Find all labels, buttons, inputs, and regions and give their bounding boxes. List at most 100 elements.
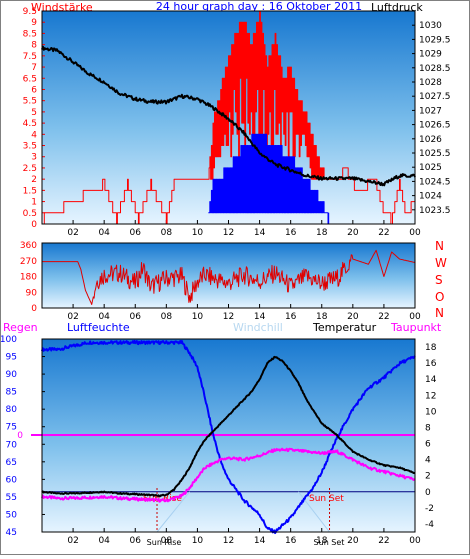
- wind-y-tick-label: 1.5: [23, 186, 37, 196]
- temp-x-tick-label: 12: [223, 536, 234, 546]
- temperature-y-tick-label: -4: [425, 520, 434, 530]
- wind-y-tick-label: 0.5: [23, 209, 37, 219]
- wind-y-tick-label: 3: [31, 153, 37, 163]
- legend-windchill: Windchill: [233, 321, 283, 334]
- humidity-series: [41, 339, 416, 535]
- wind-y-tick-label: 5: [31, 108, 37, 118]
- compass-s: S: [435, 273, 443, 287]
- wind-pressure-marks: 00.51 1.522.533.5 44.555.5 66.577.58 8.599.5…: [23, 7, 451, 238]
- wind-x-tick-label: 00: [409, 228, 421, 238]
- direction-series: [42, 249, 416, 305]
- pressure-y-tick-label: 1023.5: [419, 206, 451, 216]
- wind-y-tick-label: 9: [31, 18, 37, 28]
- direction-x-tick-label: 10: [192, 312, 204, 322]
- compass-w: W: [435, 256, 447, 270]
- temp-humidity-frame: [41, 338, 416, 533]
- temperature-y-tick-label: 10: [425, 407, 437, 417]
- direction-x-tick-label: 04: [98, 312, 110, 322]
- humidity-y-tick-label: 95: [6, 353, 17, 363]
- humidity-y-tick-label: 60: [6, 475, 18, 485]
- wind-x-tick-label: 16: [285, 228, 297, 238]
- temp-x-tick-label: 06: [130, 536, 142, 546]
- wind-x-tick-label: 18: [316, 228, 328, 238]
- wind-y-tick-label: 1: [31, 198, 37, 208]
- wind-x-tick-label: 06: [130, 228, 142, 238]
- temperature-y-tick-label: 8: [425, 423, 431, 433]
- direction-y-tick-label: 0: [31, 304, 37, 314]
- direction-y-tick-label: 90: [26, 288, 38, 298]
- legend-luftfeuchte: Luftfeuchte: [67, 321, 130, 334]
- temp-x-tick-label: 00: [409, 536, 421, 546]
- pressure-y-tick-label: 1029.5: [419, 35, 451, 45]
- humidity-y-tick-label: 45: [6, 528, 17, 538]
- wind-x-tick-label: 12: [223, 228, 234, 238]
- pressure-y-tick-label: 1025: [419, 163, 442, 173]
- sun-set-axis-label: Sun Set: [314, 538, 345, 547]
- temp-x-tick-label: 10: [192, 536, 204, 546]
- direction-x-tick-label: 16: [285, 312, 297, 322]
- temperature-y-tick-label: 6: [425, 440, 431, 450]
- temp-x-tick-label: 04: [98, 536, 110, 546]
- dewpoint-series: [41, 447, 416, 503]
- humidity-y-tick-label: 55: [6, 493, 17, 503]
- direction-x-tick-label: 18: [316, 312, 328, 322]
- wind-x-tick-label: 10: [192, 228, 204, 238]
- pressure-y-tick-label: 1029: [419, 50, 442, 60]
- compass-n-top: N: [435, 239, 444, 253]
- wind-x-tick-label: 04: [98, 228, 110, 238]
- direction-x-tick-label: 12: [223, 312, 234, 322]
- temp-x-tick-label: 02: [67, 536, 78, 546]
- wind-x-tick-label: 14: [254, 228, 266, 238]
- legend-temperatur: Temperatur: [312, 321, 377, 334]
- pressure-y-tick-label: 1024: [419, 192, 442, 202]
- wind-y-tick-label: 8: [31, 41, 37, 51]
- direction-x-tick-label: 20: [347, 312, 359, 322]
- temperature-series: [41, 355, 416, 498]
- wind-direction-frame: [41, 242, 416, 309]
- compass-n-bottom: N: [435, 306, 444, 320]
- humidity-y-tick-label: 65: [6, 458, 17, 468]
- humidity-y-tick-label: 50: [6, 510, 18, 520]
- graph-title: 24 hour graph day : 16 Oktober 2011: [156, 1, 362, 13]
- pressure-y-tick-label: 1027: [419, 106, 442, 116]
- wind-y-tick-label: 6.5: [23, 74, 37, 84]
- direction-y-tick-label: 180: [20, 273, 37, 283]
- pressure-y-tick-label: 1027.5: [419, 92, 451, 102]
- temp-x-tick-label: 14: [254, 536, 266, 546]
- legend-regen: Regen: [3, 321, 38, 334]
- temperature-y-tick-label: -2: [425, 504, 434, 514]
- temperature-y-tick-label: 18: [425, 343, 437, 353]
- direction-x-tick-label: 14: [254, 312, 266, 322]
- wind-y-tick-label: 9.5: [23, 7, 37, 17]
- pressure-y-tick-label: 1030: [419, 21, 442, 31]
- pressure-y-tick-label: 1028: [419, 78, 442, 88]
- pressure-y-tick-label: 1025.5: [419, 149, 451, 159]
- temperature-y-tick-label: 2: [425, 472, 431, 482]
- wind-x-tick-label: 22: [378, 228, 389, 238]
- humidity-y-tick-label: 70: [6, 440, 18, 450]
- temp-x-tick-label: 08: [161, 536, 173, 546]
- wind-y-tick-label: 2.5: [23, 164, 37, 174]
- wind-y-tick-label: 7: [31, 63, 37, 73]
- wind-x-tick-label: 02: [67, 228, 78, 238]
- pressure-series: [41, 45, 416, 187]
- temp-x-tick-label: 22: [378, 536, 389, 546]
- rain-zero-label: 0: [17, 431, 23, 441]
- wind-direction-panel: [42, 243, 415, 308]
- direction-x-tick-label: 00: [409, 312, 421, 322]
- wind-y-tick-label: 4.5: [23, 119, 37, 129]
- humidity-y-tick-label: 100: [1, 335, 17, 345]
- wind-direction-marks: 0 90 180 270 360 02 04 06 08 10 12 14 16 18 20 22 00: [20, 241, 421, 322]
- temperature-y-tick-label: 0: [425, 488, 431, 498]
- wind-y-tick-label: 7.5: [23, 52, 37, 62]
- direction-x-tick-label: 02: [67, 312, 78, 322]
- humidity-y-tick-label: 80: [6, 405, 18, 415]
- temp-x-tick-label: 20: [347, 536, 359, 546]
- temperature-y-tick-label: 14: [425, 375, 437, 385]
- wind-y-tick-label: 2: [31, 175, 37, 185]
- humidity-y-tick-label: 90: [6, 370, 18, 380]
- temp-x-tick-label: 16: [285, 536, 297, 546]
- direction-x-tick-label: 22: [378, 312, 389, 322]
